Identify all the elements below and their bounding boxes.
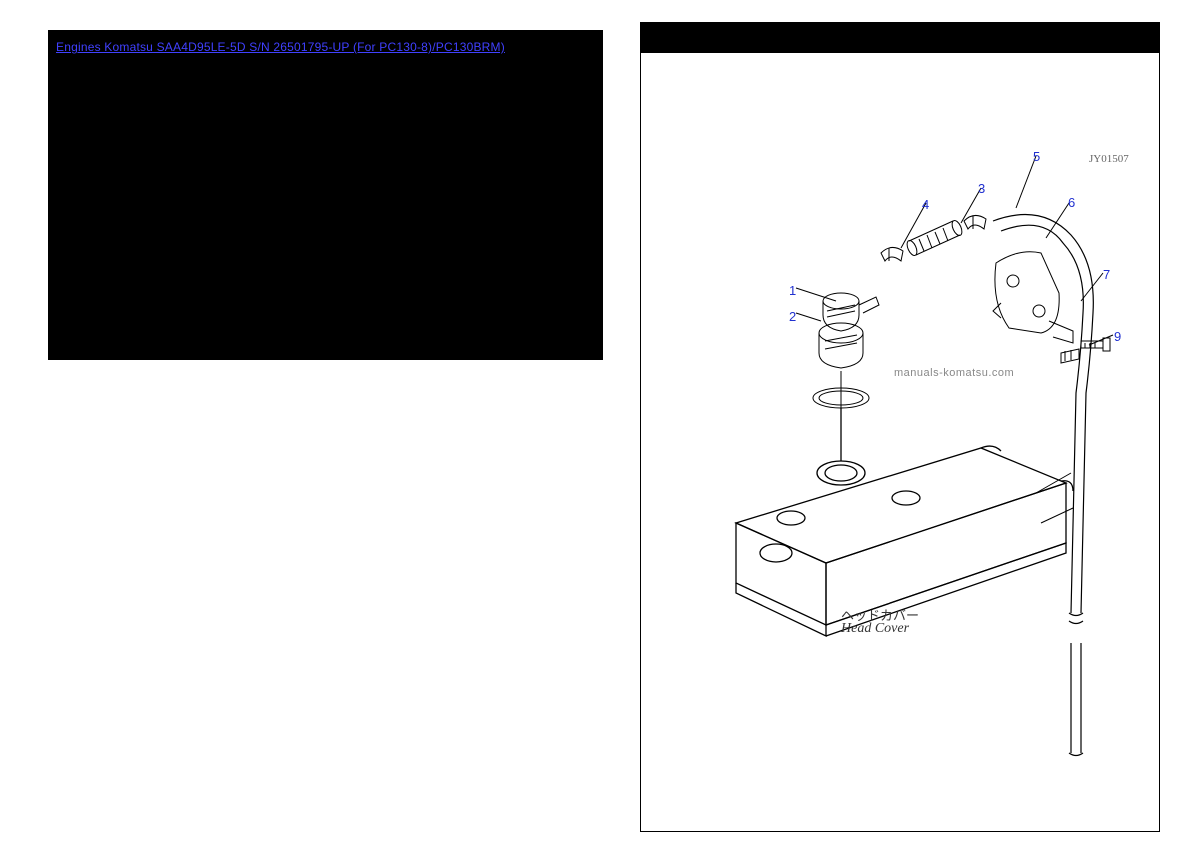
info-panel: Engines Komatsu SAA4D95LE-5D S/N 2650179… — [48, 30, 603, 360]
callout-2: 2 — [789, 309, 796, 324]
callout-1: 1 — [789, 283, 796, 298]
engine-title-link[interactable]: Engines Komatsu SAA4D95LE-5D S/N 2650179… — [56, 40, 505, 54]
callout-3: 3 — [978, 181, 985, 196]
diagram-panel: JY01507 manuals-komatsu.com ヘッドカバー Head … — [640, 22, 1160, 832]
diagram-header-bar — [641, 23, 1159, 53]
drawing-number: JY01507 — [1089, 153, 1129, 165]
callout-6: 6 — [1068, 195, 1075, 210]
callout-7: 7 — [1103, 267, 1110, 282]
callout-9: 9 — [1114, 329, 1121, 344]
head-cover-label-en: Head Cover — [841, 621, 909, 637]
diagram-area: JY01507 manuals-komatsu.com ヘッドカバー Head … — [641, 53, 1159, 831]
parts-diagram-svg — [641, 53, 1161, 833]
watermark-text: manuals-komatsu.com — [894, 367, 1014, 379]
callout-4: 4 — [922, 197, 929, 212]
callout-5: 5 — [1033, 149, 1040, 164]
